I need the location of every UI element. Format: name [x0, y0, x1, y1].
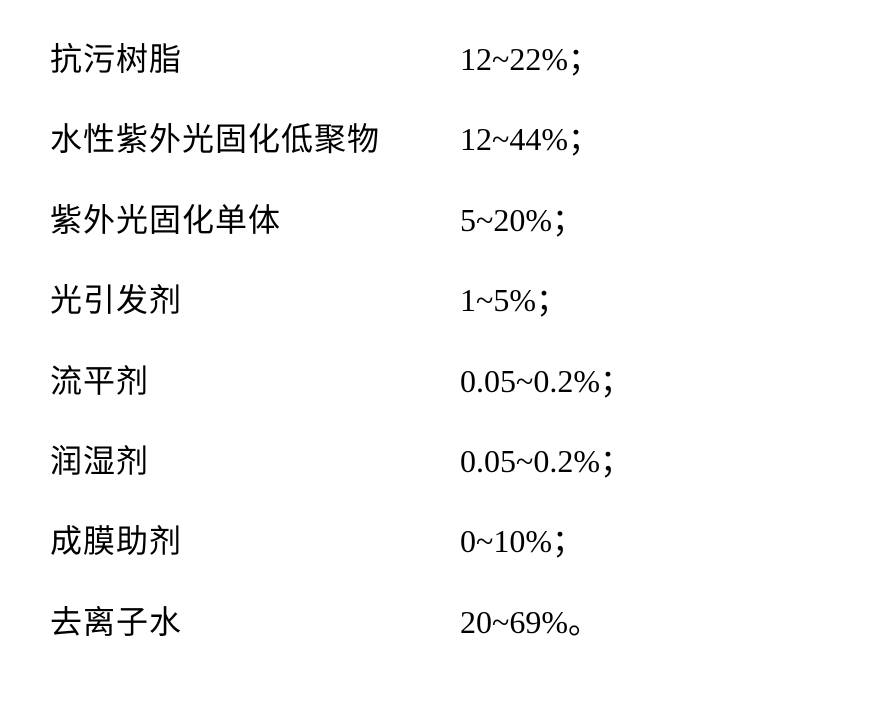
percentage-value: 20~69%。	[460, 603, 600, 641]
ingredient-label: 光引发剂	[50, 281, 460, 319]
list-item: 去离子水 20~69%。	[50, 603, 844, 641]
list-item: 润湿剂 0.05~0.2%；	[50, 442, 844, 480]
composition-list: 抗污树脂 12~22%； 水性紫外光固化低聚物 12~44%； 紫外光固化单体 …	[50, 40, 844, 641]
ingredient-label: 流平剂	[50, 362, 460, 400]
ingredient-label: 成膜助剂	[50, 522, 460, 560]
percentage-value: 0.05~0.2%；	[460, 442, 632, 480]
list-item: 流平剂 0.05~0.2%；	[50, 362, 844, 400]
ingredient-label: 抗污树脂	[50, 40, 460, 78]
list-item: 水性紫外光固化低聚物 12~44%；	[50, 120, 844, 158]
list-item: 光引发剂 1~5%；	[50, 281, 844, 319]
list-item: 抗污树脂 12~22%；	[50, 40, 844, 78]
ingredient-label: 水性紫外光固化低聚物	[50, 120, 460, 158]
ingredient-label: 润湿剂	[50, 442, 460, 480]
ingredient-label: 去离子水	[50, 603, 460, 641]
percentage-value: 12~44%；	[460, 120, 600, 158]
percentage-value: 0.05~0.2%；	[460, 362, 632, 400]
ingredient-label: 紫外光固化单体	[50, 201, 460, 239]
percentage-value: 1~5%；	[460, 281, 568, 319]
list-item: 成膜助剂 0~10%；	[50, 522, 844, 560]
percentage-value: 0~10%；	[460, 522, 584, 560]
list-item: 紫外光固化单体 5~20%；	[50, 201, 844, 239]
percentage-value: 5~20%；	[460, 201, 584, 239]
percentage-value: 12~22%；	[460, 40, 600, 78]
